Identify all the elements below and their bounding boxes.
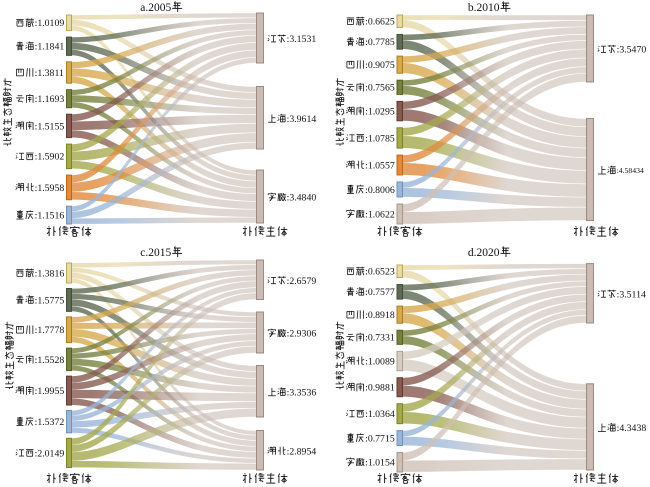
svg-text::1.5528: :1.5528 (35, 355, 65, 366)
svg-text::1.5775: :1.5775 (35, 295, 65, 306)
svg-text::0.9881: :0.9881 (365, 383, 395, 394)
svg-text::2.0149: :2.0149 (35, 448, 65, 459)
svg-text::0.9075: :0.9075 (365, 60, 395, 71)
svg-text::0.6523: :0.6523 (365, 267, 395, 278)
svg-text::1.0557: :1.0557 (365, 160, 395, 171)
svg-text::1.5902: :1.5902 (35, 152, 65, 163)
svg-text::0.6625: :0.6625 (365, 17, 395, 28)
svg-text::1.0154: :1.0154 (365, 458, 395, 469)
svg-text::1.3811: :1.3811 (35, 68, 64, 79)
svg-text::2.6579: :2.6579 (287, 276, 317, 287)
svg-text::1.9955: :1.9955 (35, 386, 65, 397)
svg-text::1.0295: :1.0295 (365, 107, 395, 118)
svg-text::1.0785: :1.0785 (365, 133, 395, 144)
svg-text::1.0109: :1.0109 (35, 18, 65, 29)
svg-text::0.7715: :0.7715 (365, 433, 395, 444)
svg-text::0.8006: :0.8006 (365, 185, 395, 196)
svg-text:c.2015: c.2015 (140, 247, 171, 259)
svg-text::3.5470: :3.5470 (617, 45, 647, 56)
svg-text::3.4840: :3.4840 (287, 193, 317, 204)
svg-text::0.7565: :0.7565 (365, 83, 395, 94)
svg-text::1.1841: :1.1841 (35, 42, 65, 53)
svg-text::3.5114: :3.5114 (617, 290, 646, 301)
svg-text::0.7785: :0.7785 (365, 37, 395, 48)
svg-text::0.7577: :0.7577 (365, 287, 395, 298)
svg-text::1.1693: :1.1693 (35, 94, 65, 105)
svg-text::1.5372: :1.5372 (35, 417, 65, 428)
svg-text::1.1516: :1.1516 (35, 211, 65, 222)
svg-text::0.7331: :0.7331 (365, 333, 395, 344)
svg-text::0.8918: :0.8918 (365, 310, 395, 321)
svg-text::1.0089: :1.0089 (365, 356, 395, 367)
svg-text::1.0622: :1.0622 (365, 209, 395, 220)
svg-text::1.0364: :1.0364 (365, 409, 395, 420)
svg-text::2.9306: :2.9306 (287, 329, 317, 340)
svg-text::1.5155: :1.5155 (35, 121, 65, 132)
svg-text::1.3816: :1.3816 (35, 268, 65, 279)
svg-text:b.2010: b.2010 (468, 2, 500, 14)
svg-text::4.58434: :4.58434 (617, 166, 644, 175)
svg-text::3.9614: :3.9614 (287, 114, 317, 125)
svg-text::2.8954: :2.8954 (287, 446, 317, 457)
svg-text::1.7778: :1.7778 (35, 325, 65, 336)
svg-text::4.3438: :4.3438 (617, 423, 647, 434)
svg-text:d.2020: d.2020 (468, 247, 500, 259)
svg-text::3.1531: :3.1531 (287, 34, 317, 45)
svg-text::1.5958: :1.5958 (35, 183, 65, 194)
svg-text:a.2005: a.2005 (140, 2, 171, 14)
svg-text::3.3536: :3.3536 (287, 387, 317, 398)
